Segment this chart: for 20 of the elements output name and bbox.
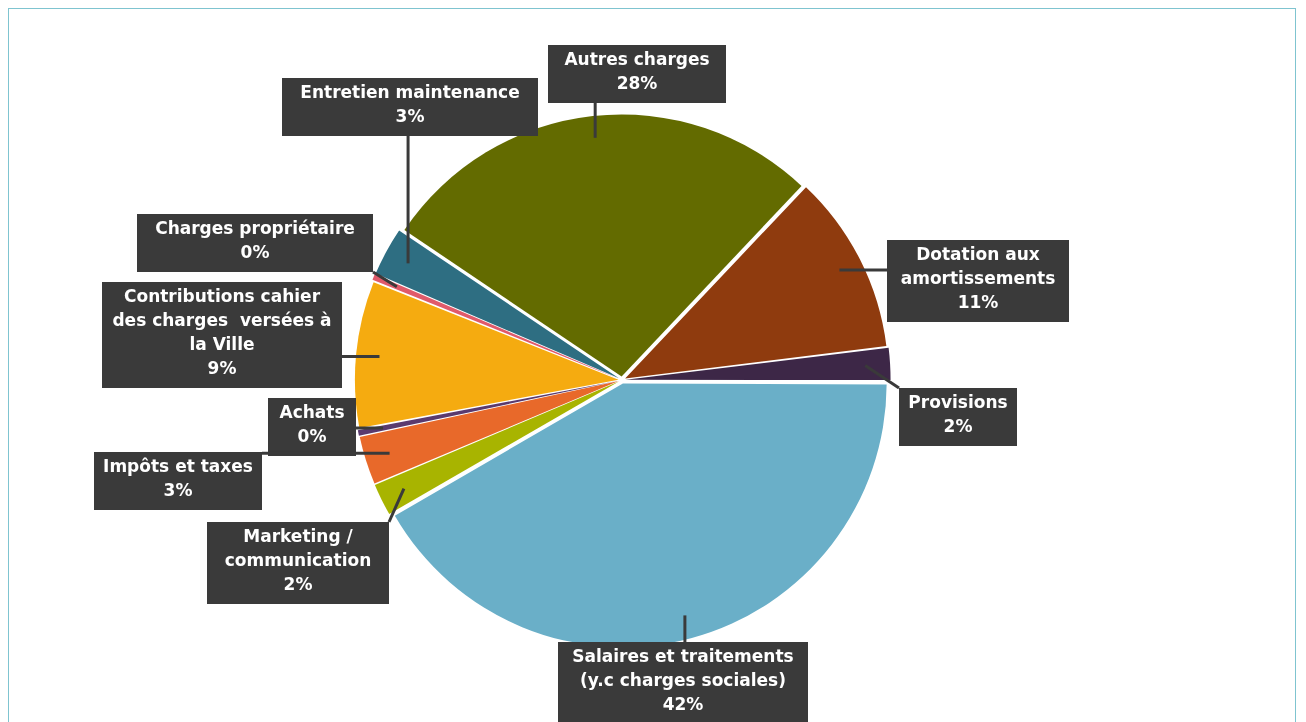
data-label: 3% [395,105,425,126]
data-label: 0% [297,425,327,446]
data-label: 2% [943,415,973,436]
slice-label: Marketing / communication [224,525,372,570]
slice-label: Salaires et traitements (y.c charges sociales) [572,645,794,690]
data-label: 11% [957,291,999,312]
slice-label: Dotation aux amortissements [900,243,1056,288]
slice-label: Achats [279,401,345,422]
slice-label: Entretien maintenance [300,81,520,102]
data-label: 2% [283,573,313,594]
slice-label: Contributions cahier des charges versées à la Ville [112,285,332,354]
data-label: 3% [163,479,193,500]
slice-label: Provisions [908,391,1008,412]
data-label: 9% [207,357,237,378]
slice-label: Autres charges [564,48,710,69]
data-label: 42% [662,693,704,714]
data-label: 28% [616,72,658,93]
data-label: 0% [240,241,270,262]
slice-label: Charges propriétaire [155,217,355,238]
slice-label: Impôts et taxes [103,455,253,476]
